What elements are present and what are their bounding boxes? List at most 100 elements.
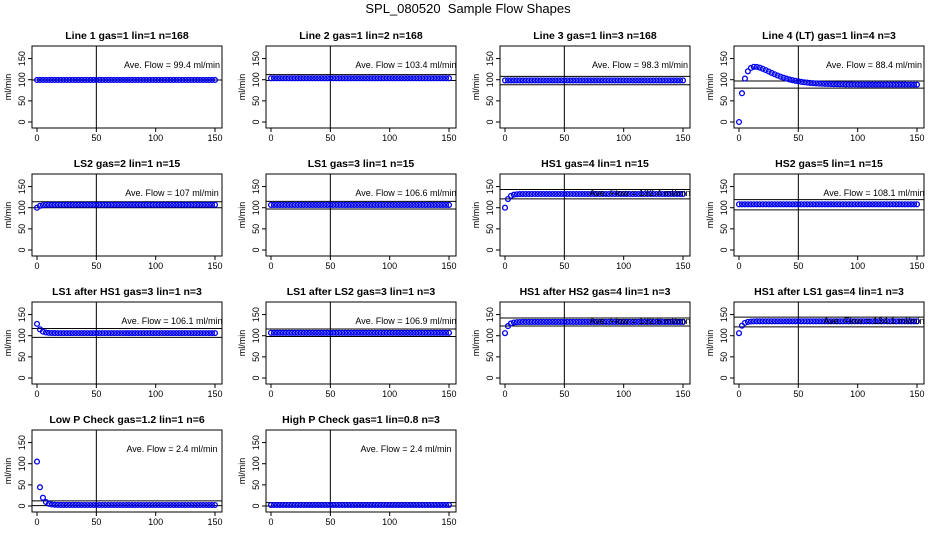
- data-point: [170, 76, 177, 84]
- data-point: [774, 72, 781, 79]
- data-point: [383, 501, 390, 509]
- average-flow-annotation: Ave. Flow = 88.4 ml/min: [826, 60, 922, 70]
- data-point: [330, 201, 337, 208]
- data-point: [437, 201, 444, 208]
- data-point: [114, 330, 121, 337]
- data-point: [273, 501, 280, 509]
- data-point: [626, 318, 633, 325]
- data-point: [650, 190, 657, 198]
- data-point: [63, 201, 70, 208]
- y-axis-label: ml/min: [471, 330, 481, 357]
- data-point: [291, 501, 298, 509]
- y-tick-label: 150: [485, 307, 495, 322]
- data-series: [501, 190, 687, 211]
- data-point: [644, 77, 651, 84]
- data-point: [45, 76, 52, 84]
- y-tick-label: 150: [17, 179, 27, 194]
- data-point: [504, 196, 512, 203]
- data-point: [276, 201, 283, 208]
- y-tick-label: 50: [485, 224, 495, 234]
- y-tick-label: 0: [251, 247, 261, 252]
- data-point: [276, 501, 283, 509]
- data-point: [552, 190, 559, 198]
- data-point: [869, 81, 876, 88]
- data-point: [93, 330, 100, 337]
- data-point: [659, 190, 666, 198]
- average-flow-annotation: Ave. Flow = 107 ml/min: [125, 188, 219, 198]
- data-point: [890, 318, 897, 325]
- data-point: [437, 75, 444, 82]
- data-point: [57, 76, 64, 84]
- chart-panel-3: Line 3 gas=1 lin=3 n=168 0 50 100 150 0 50 100 1…: [471, 30, 691, 143]
- data-point: [804, 79, 811, 86]
- plot-frame: [499, 301, 691, 385]
- data-series: [33, 320, 219, 337]
- data-point: [356, 329, 364, 336]
- data-point: [821, 201, 829, 208]
- data-point: [801, 79, 808, 86]
- data-point: [537, 318, 544, 325]
- data-point: [549, 190, 556, 198]
- data-point: [42, 201, 49, 208]
- data-point: [191, 76, 198, 84]
- data-point: [345, 501, 352, 509]
- data-point: [671, 190, 678, 198]
- data-point: [549, 318, 556, 325]
- data-point: [419, 201, 426, 208]
- chart-panel-9: LS1 after HS1 gas=3 lin=1 n=3 0 50 100 150 0 5…: [3, 286, 223, 399]
- data-point: [152, 501, 159, 509]
- data-point: [768, 69, 775, 76]
- data-point: [54, 76, 61, 84]
- data-point: [848, 201, 855, 208]
- x-tick-label: 150: [441, 133, 456, 143]
- data-point: [824, 80, 832, 88]
- data-point: [881, 201, 888, 208]
- panel-title: LS1 after HS1 gas=3 lin=1 n=3: [52, 286, 202, 298]
- data-point: [131, 201, 138, 208]
- data-point: [84, 501, 91, 509]
- data-point: [410, 329, 417, 336]
- panel-title: LS1 gas=3 lin=1 n=15: [308, 158, 415, 170]
- panel-title: Line 1 gas=1 lin=1 n=168: [65, 30, 189, 42]
- data-point: [561, 318, 568, 325]
- data-point: [910, 318, 918, 325]
- y-tick-label: 50: [719, 224, 729, 234]
- data-point: [146, 76, 153, 84]
- data-point: [795, 201, 802, 208]
- data-point: [93, 201, 100, 208]
- data-point: [440, 501, 447, 509]
- data-point: [90, 201, 97, 208]
- data-point: [404, 201, 411, 208]
- y-tick-label: 50: [719, 96, 729, 106]
- data-point: [833, 318, 840, 325]
- data-point: [51, 501, 58, 508]
- data-point: [155, 76, 162, 84]
- data-point: [303, 329, 310, 336]
- data-point: [620, 318, 627, 325]
- data-point: [786, 76, 793, 83]
- panel-title: Line 4 (LT) gas=1 lin=4 n=3: [762, 30, 896, 42]
- data-point: [762, 67, 769, 74]
- data-point: [69, 501, 76, 509]
- x-tick-label: 0: [268, 133, 273, 143]
- data-point: [611, 190, 618, 198]
- data-point: [167, 501, 174, 509]
- data-point: [134, 76, 141, 84]
- data-point: [131, 76, 138, 84]
- data-point: [525, 318, 532, 325]
- data-point: [161, 201, 168, 208]
- data-point: [54, 501, 61, 508]
- data-point: [623, 190, 630, 198]
- data-point: [149, 76, 156, 84]
- data-point: [579, 77, 586, 84]
- data-point: [744, 201, 751, 208]
- data-point: [345, 329, 352, 336]
- data-point: [546, 77, 553, 84]
- data-point: [839, 318, 846, 325]
- data-point: [57, 201, 64, 208]
- data-point: [182, 76, 189, 84]
- data-point: [60, 201, 67, 208]
- average-flow-annotation: Ave. Flow = 132.6 ml/min: [589, 316, 690, 326]
- data-point: [179, 501, 186, 509]
- data-point: [573, 190, 580, 198]
